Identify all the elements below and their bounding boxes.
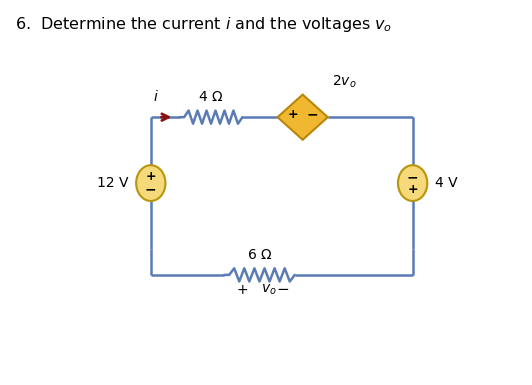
Polygon shape xyxy=(278,95,328,140)
Text: $v_o$: $v_o$ xyxy=(261,283,276,297)
Text: +: + xyxy=(237,283,248,297)
Text: −: − xyxy=(306,108,318,122)
Text: +: + xyxy=(408,183,418,196)
Text: $i$: $i$ xyxy=(153,89,159,104)
Text: +: + xyxy=(145,171,156,184)
Text: −: − xyxy=(277,283,289,298)
Ellipse shape xyxy=(398,165,427,201)
Ellipse shape xyxy=(136,165,165,201)
Text: −: − xyxy=(407,170,419,184)
Text: +: + xyxy=(288,108,298,121)
Text: −: − xyxy=(145,182,156,196)
Text: $2v_o$: $2v_o$ xyxy=(332,74,356,90)
Text: 4 $\Omega$: 4 $\Omega$ xyxy=(198,90,223,104)
Text: 6.  Determine the current $i$ and the voltages $v_o$: 6. Determine the current $i$ and the vol… xyxy=(15,15,392,35)
Text: 12 V: 12 V xyxy=(97,176,128,190)
Text: 6 $\Omega$: 6 $\Omega$ xyxy=(247,248,272,262)
Text: 4 V: 4 V xyxy=(435,176,458,190)
